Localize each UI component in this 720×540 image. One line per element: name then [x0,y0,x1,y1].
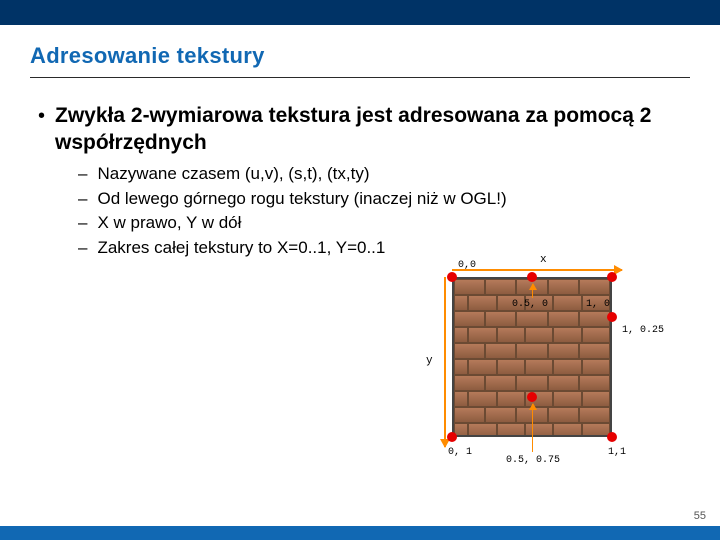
dot-top-mid [527,272,537,282]
coord-bottom-right: 1,1 [608,447,626,458]
sub-text: X w prawo, Y w dół [97,212,241,235]
sub-text: Zakres całej tekstury to X=0..1, Y=0..1 [97,237,385,260]
indicator-bottom-mid [532,404,533,452]
coord-top-mid: 0.5, 0 [512,299,548,310]
dot-bottom-right [607,432,617,442]
dash-icon: – [78,163,87,186]
main-bullet: • Zwykła 2-wymiarowa tekstura jest adres… [38,102,690,157]
dot-bottom-left [447,432,457,442]
sub-text: Od lewego górnego rogu tekstury (inaczej… [97,188,506,211]
x-axis-label: x [540,254,547,266]
bottom-bar [0,526,720,540]
sub-list: – Nazywane czasem (u,v), (s,t), (tx,ty) … [78,163,690,261]
coord-bottom-mid: 0.5, 0.75 [506,455,560,466]
coord-mid-right: 1, 0.25 [622,325,664,336]
slide-content: Adresowanie tekstury • Zwykła 2-wymiarow… [0,25,720,260]
indicator-top-mid [532,284,533,298]
y-axis-label: y [426,355,433,367]
coord-top-left: 0,0 [458,260,476,271]
title-rule [30,77,690,78]
dot-top-left [447,272,457,282]
slide-title: Adresowanie tekstury [30,43,690,69]
coord-bottom-left: 0, 1 [448,447,472,458]
coord-top-right: 1, 0 [586,299,610,310]
dot-top-right [607,272,617,282]
main-bullet-text: Zwykła 2-wymiarowa tekstura jest adresow… [55,102,690,157]
x-axis-arrow [452,269,622,271]
sub-text: Nazywane czasem (u,v), (s,t), (tx,ty) [97,163,369,186]
bullet-dot: • [38,102,45,130]
texture-diagram: x y 0,0 0.5, 0 1, 0 1, 0.25 0, 1 0.5, 0.… [400,255,680,485]
top-bar [0,0,720,25]
dash-icon: – [78,188,87,211]
page-number: 55 [694,510,706,522]
sub-item: – X w prawo, Y w dół [78,212,690,235]
dot-mid-right [607,312,617,322]
dash-icon: – [78,237,87,260]
y-axis-arrow [444,277,446,447]
dash-icon: – [78,212,87,235]
dot-bottom-mid [527,392,537,402]
sub-item: – Od lewego górnego rogu tekstury (inacz… [78,188,690,211]
sub-item: – Nazywane czasem (u,v), (s,t), (tx,ty) [78,163,690,186]
